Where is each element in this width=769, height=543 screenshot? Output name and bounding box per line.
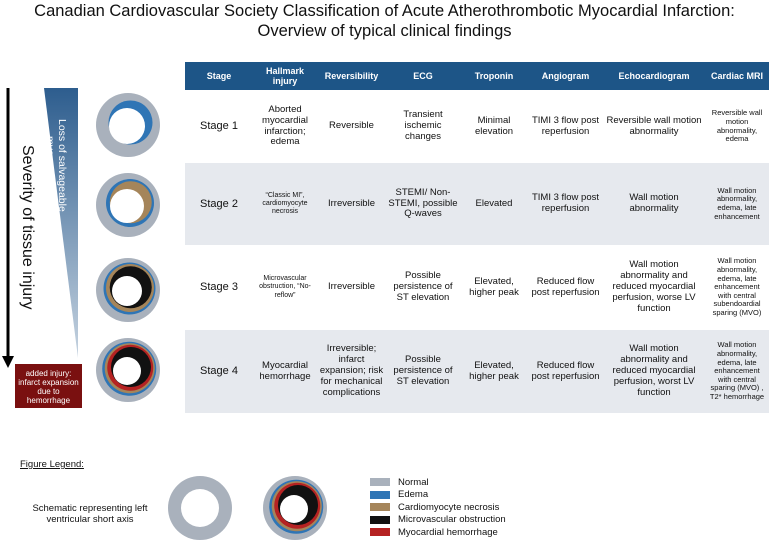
header-cell: Hallmark injury bbox=[253, 62, 317, 90]
legend: Normal Edema Cardiomyocyte necrosis Microva… bbox=[370, 476, 506, 539]
findings-table: Stage Hallmark injury Reversibility ECG Trop… bbox=[185, 62, 769, 413]
loss-label: Loss of salvageable myocardium bbox=[44, 118, 68, 212]
legend-swatch bbox=[370, 515, 390, 524]
legend-item: Microvascular obstruction bbox=[370, 514, 506, 527]
table-cell: Microvascular obstruction, “No-reflow” bbox=[259, 275, 311, 299]
ring-cavity bbox=[109, 108, 145, 144]
table-cell: Wall motion abnormality bbox=[629, 192, 679, 214]
loss-triangle bbox=[44, 88, 78, 358]
legend-item: Edema bbox=[370, 489, 506, 502]
table-cell: Stage 2 bbox=[200, 197, 238, 210]
table-cell: Possible persistence of ST elevation bbox=[393, 270, 453, 303]
title: Canadian Cardiovascular Society Classifi… bbox=[34, 2, 735, 20]
legend-swatch bbox=[370, 490, 390, 499]
header-cell: Troponin bbox=[460, 62, 528, 90]
table-cell: Reduced flow post reperfusion bbox=[531, 359, 600, 382]
table-row: Stage 2 “Classic MI”, cardiomyocyte necro… bbox=[185, 163, 769, 245]
table-cell: Stage 3 bbox=[200, 281, 238, 294]
header-cell: Cardiac MRI bbox=[705, 62, 769, 90]
ring-cavity bbox=[280, 495, 308, 523]
legend-swatch bbox=[370, 478, 390, 487]
legend-label: Cardiomyocyte necrosis bbox=[398, 501, 500, 513]
table-cell: Minimal elevation bbox=[474, 114, 514, 137]
table-cell: Wall motion abnormality, edema, late enh… bbox=[714, 185, 760, 221]
table-cell: Elevated, higher peak bbox=[469, 275, 519, 298]
table-cell: TIMI 3 flow post reperfusion bbox=[531, 114, 600, 137]
table-cell: Irreversible bbox=[328, 281, 375, 293]
table-cell: Elevated bbox=[475, 197, 513, 209]
table-cell: Reversible bbox=[329, 120, 374, 132]
table-cell: Myocardial hemorrhage bbox=[259, 359, 311, 382]
table-row: Stage 4 Myocardial hemorrhage Irreversible… bbox=[185, 330, 769, 413]
stage-schematics bbox=[96, 93, 327, 540]
table-row: Stage 3 Microvascular obstruction, “No-re… bbox=[185, 245, 769, 330]
legend-label: Edema bbox=[398, 489, 429, 501]
table-cell: Wall motion abnormality and reduced myoc… bbox=[612, 343, 696, 398]
header-cell: Echocardiogram bbox=[603, 62, 705, 90]
legend-schematic-text: Schematic representing left ventricular … bbox=[32, 503, 148, 525]
header-cell: Reversibility bbox=[317, 62, 386, 90]
table-cell: Reversible wall motion abnormality bbox=[606, 114, 702, 137]
table-cell: Elevated, higher peak bbox=[469, 359, 519, 382]
legend-swatch bbox=[370, 528, 390, 537]
table-cell: TIMI 3 flow post reperfusion bbox=[531, 192, 600, 214]
legend-label: Normal bbox=[398, 476, 429, 488]
subtitle: Overview of typical clinical findings bbox=[257, 22, 512, 40]
header-cell: Stage bbox=[185, 62, 253, 90]
table-cell: Stage 4 bbox=[200, 365, 238, 378]
ring-cavity bbox=[113, 357, 141, 385]
arrow-head bbox=[2, 356, 14, 368]
table-cell: Possible persistence of ST elevation bbox=[393, 354, 453, 387]
table-cell: Wall motion abnormality and reduced myoc… bbox=[612, 259, 696, 314]
table-cell: Irreversible; infarct expansion; risk fo… bbox=[319, 343, 384, 398]
schematic-cavity bbox=[181, 489, 219, 527]
table-cell: Stage 1 bbox=[200, 120, 238, 133]
severity-label: Severity of tissue injury bbox=[19, 144, 36, 310]
header-cell: Angiogram bbox=[528, 62, 603, 90]
table-row: Stage 1 Aborted myocardial infarction; ed… bbox=[185, 90, 769, 163]
added-injury-label: added injury: infarct expansion due to h… bbox=[18, 369, 79, 405]
legend-item: Myocardial hemorrhage bbox=[370, 526, 506, 539]
legend-item: Cardiomyocyte necrosis bbox=[370, 501, 506, 514]
header-cell: ECG bbox=[386, 62, 460, 90]
table-cell: Transient ischemic changes bbox=[403, 109, 443, 142]
legend-label: Myocardial hemorrhage bbox=[398, 526, 498, 538]
table-cell: Reduced flow post reperfusion bbox=[531, 275, 600, 298]
legend-swatch bbox=[370, 503, 390, 512]
legend-label: Microvascular obstruction bbox=[398, 514, 506, 526]
legend-title: Figure Legend: bbox=[20, 459, 84, 470]
legend-item: Normal bbox=[370, 476, 506, 489]
table-cell: Wall motion abnormality, edema, late enh… bbox=[712, 256, 762, 318]
table-cell: Wall motion abnormality, edema, late enh… bbox=[709, 340, 765, 402]
table-cell: Irreversible bbox=[328, 197, 375, 209]
ring-cavity bbox=[110, 189, 144, 223]
ring-cavity bbox=[112, 276, 142, 306]
header-row: Stage Hallmark injury Reversibility ECG Trop… bbox=[185, 62, 769, 90]
added-injury-box bbox=[15, 364, 82, 408]
table-cell: STEMI/ Non-STEMI, possible Q-waves bbox=[388, 186, 458, 220]
table-cell: Reversible wall motion abnormality, edem… bbox=[711, 108, 763, 144]
table-cell: Aborted myocardial infarction; edema bbox=[262, 103, 308, 148]
table-cell: “Classic MI”, cardiomyocyte necrosis bbox=[262, 191, 308, 216]
